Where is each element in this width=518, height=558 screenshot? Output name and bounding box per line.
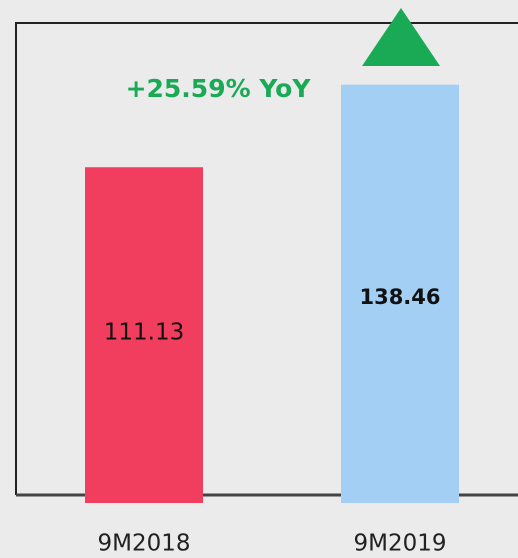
x-tick-label: 9M2019: [353, 531, 446, 557]
bar: [341, 84, 459, 503]
annotation: +25.59% YoY: [126, 74, 312, 103]
up-arrow: [362, 8, 440, 66]
bar: [85, 167, 203, 503]
x-tick-label: 9M2018: [97, 531, 190, 557]
data-label: 111.13: [104, 320, 184, 346]
data-label: 138.46: [359, 285, 440, 309]
frame: [15, 22, 518, 495]
